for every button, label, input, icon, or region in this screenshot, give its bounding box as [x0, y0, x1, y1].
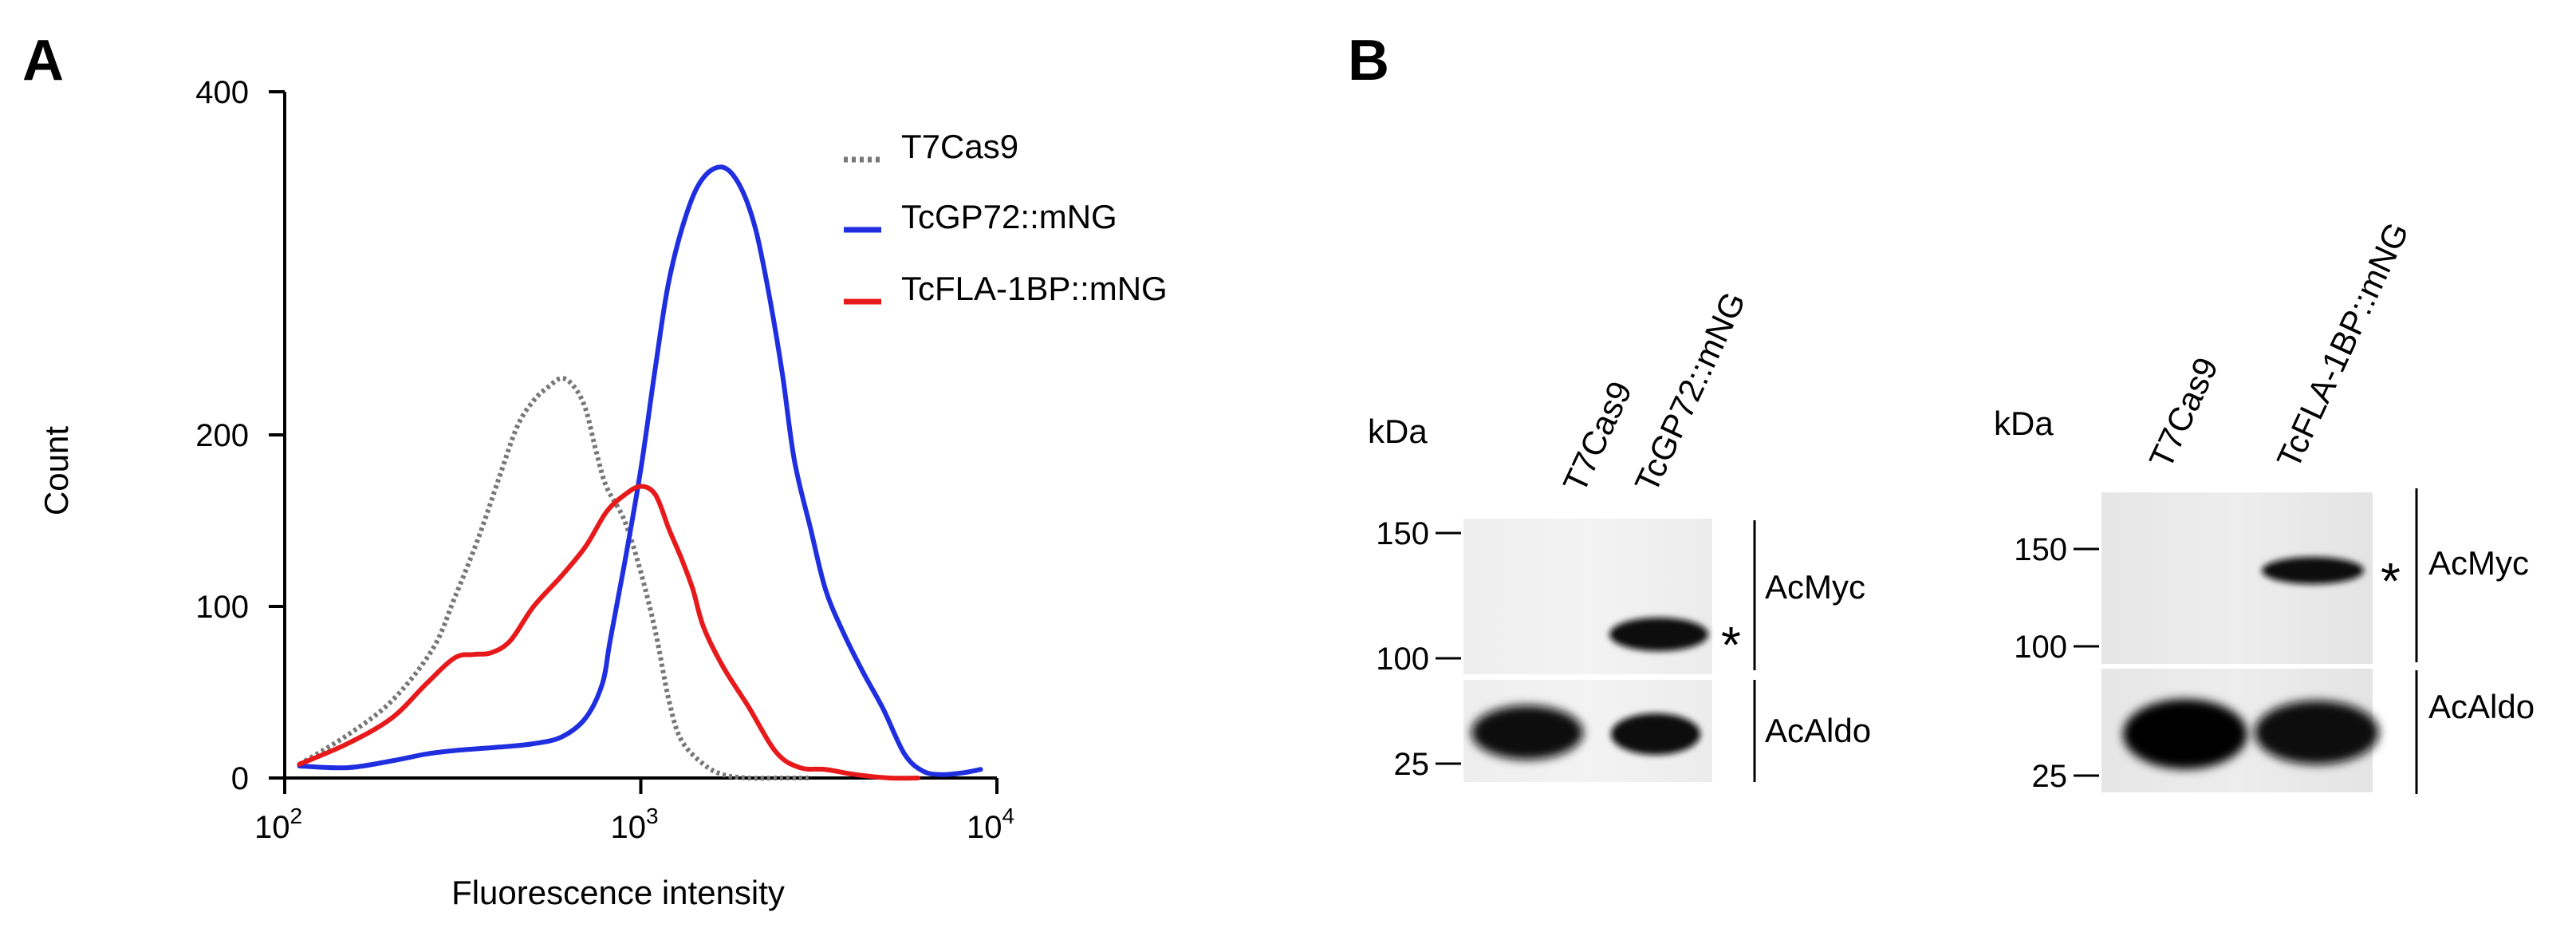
marker-label-25: 25	[2032, 759, 2068, 794]
band-acaldo-t7cas9	[2123, 699, 2247, 769]
legend-label-2: TcFLA-1BP::mNG	[901, 270, 1168, 307]
band-acaldo-t7cas9	[1471, 705, 1583, 760]
band-acaldo-tcfla-1bp	[2255, 701, 2379, 764]
series-line-1	[297, 164, 983, 777]
antibody-label-acmyc: AcMyc	[1765, 568, 1865, 606]
marker-label-100: 100	[2014, 630, 2067, 665]
band-acmyc-tcfla-1bp	[2262, 557, 2364, 584]
blot-top-membrane	[1463, 519, 1712, 674]
antibody-label-acaldo: AcAldo	[1765, 712, 1871, 749]
marker-label-150: 150	[1376, 516, 1429, 551]
y-tick-label: 400	[195, 75, 249, 110]
lane-label-tcgp72-mng: TcGP72::mNG	[1628, 286, 1753, 498]
antibody-label-acaldo: AcAldo	[2428, 688, 2535, 725]
kda-label: kDa	[1368, 413, 1428, 450]
band-acaldo-tcgp72	[1611, 713, 1700, 755]
band-asterisk: *	[1721, 616, 1741, 673]
x-tick-label: 103	[610, 804, 658, 845]
x-axis-label: Fluorescence intensity	[451, 874, 785, 911]
legend-label-1: TcGP72::mNG	[901, 198, 1117, 235]
band-acmyc-tcgp72	[1609, 618, 1708, 651]
histogram-chart: 0 100 200 400 102 103 104 Count Fluorescence …	[37, 75, 1168, 911]
kda-label: kDa	[1994, 405, 2054, 442]
lane-label-t7cas9: T7Cas9	[2142, 352, 2226, 474]
antibody-label-acmyc: AcMyc	[2428, 544, 2529, 582]
western-blot-1: kDa T7Cas9 TcGP72::mNG 150 100 25 * AcMy…	[1368, 286, 1871, 782]
lane-label-tcfla-1bp-mng: TcFLA-1BP::mNG	[2270, 216, 2416, 473]
y-axis-label: Count	[37, 426, 75, 515]
y-tick-label: 100	[195, 590, 249, 625]
x-ticks: 102 103 104	[254, 778, 1014, 845]
panel-a-label: A	[22, 29, 64, 93]
series-line-0	[297, 376, 811, 781]
panel-b-label: B	[1348, 29, 1389, 93]
series-line-2	[297, 484, 920, 781]
western-blot-2: kDa T7Cas9 TcFLA-1BP::mNG 150 100 25 * A…	[1994, 216, 2535, 794]
y-tick-label: 0	[231, 761, 249, 796]
x-tick-label: 104	[967, 804, 1014, 845]
marker-label-100: 100	[1376, 642, 1429, 677]
chart-axes	[283, 92, 997, 780]
x-tick-label: 102	[254, 804, 302, 845]
series-layer	[297, 164, 983, 781]
y-ticks: 0 100 200 400	[195, 75, 285, 796]
marker-label-150: 150	[2014, 532, 2067, 567]
lane-label-t7cas9: T7Cas9	[1556, 376, 1640, 498]
marker-label-25: 25	[1394, 747, 1430, 782]
y-tick-label: 200	[195, 418, 249, 453]
band-asterisk: *	[2381, 552, 2401, 610]
legend-label-0: T7Cas9	[901, 128, 1018, 165]
